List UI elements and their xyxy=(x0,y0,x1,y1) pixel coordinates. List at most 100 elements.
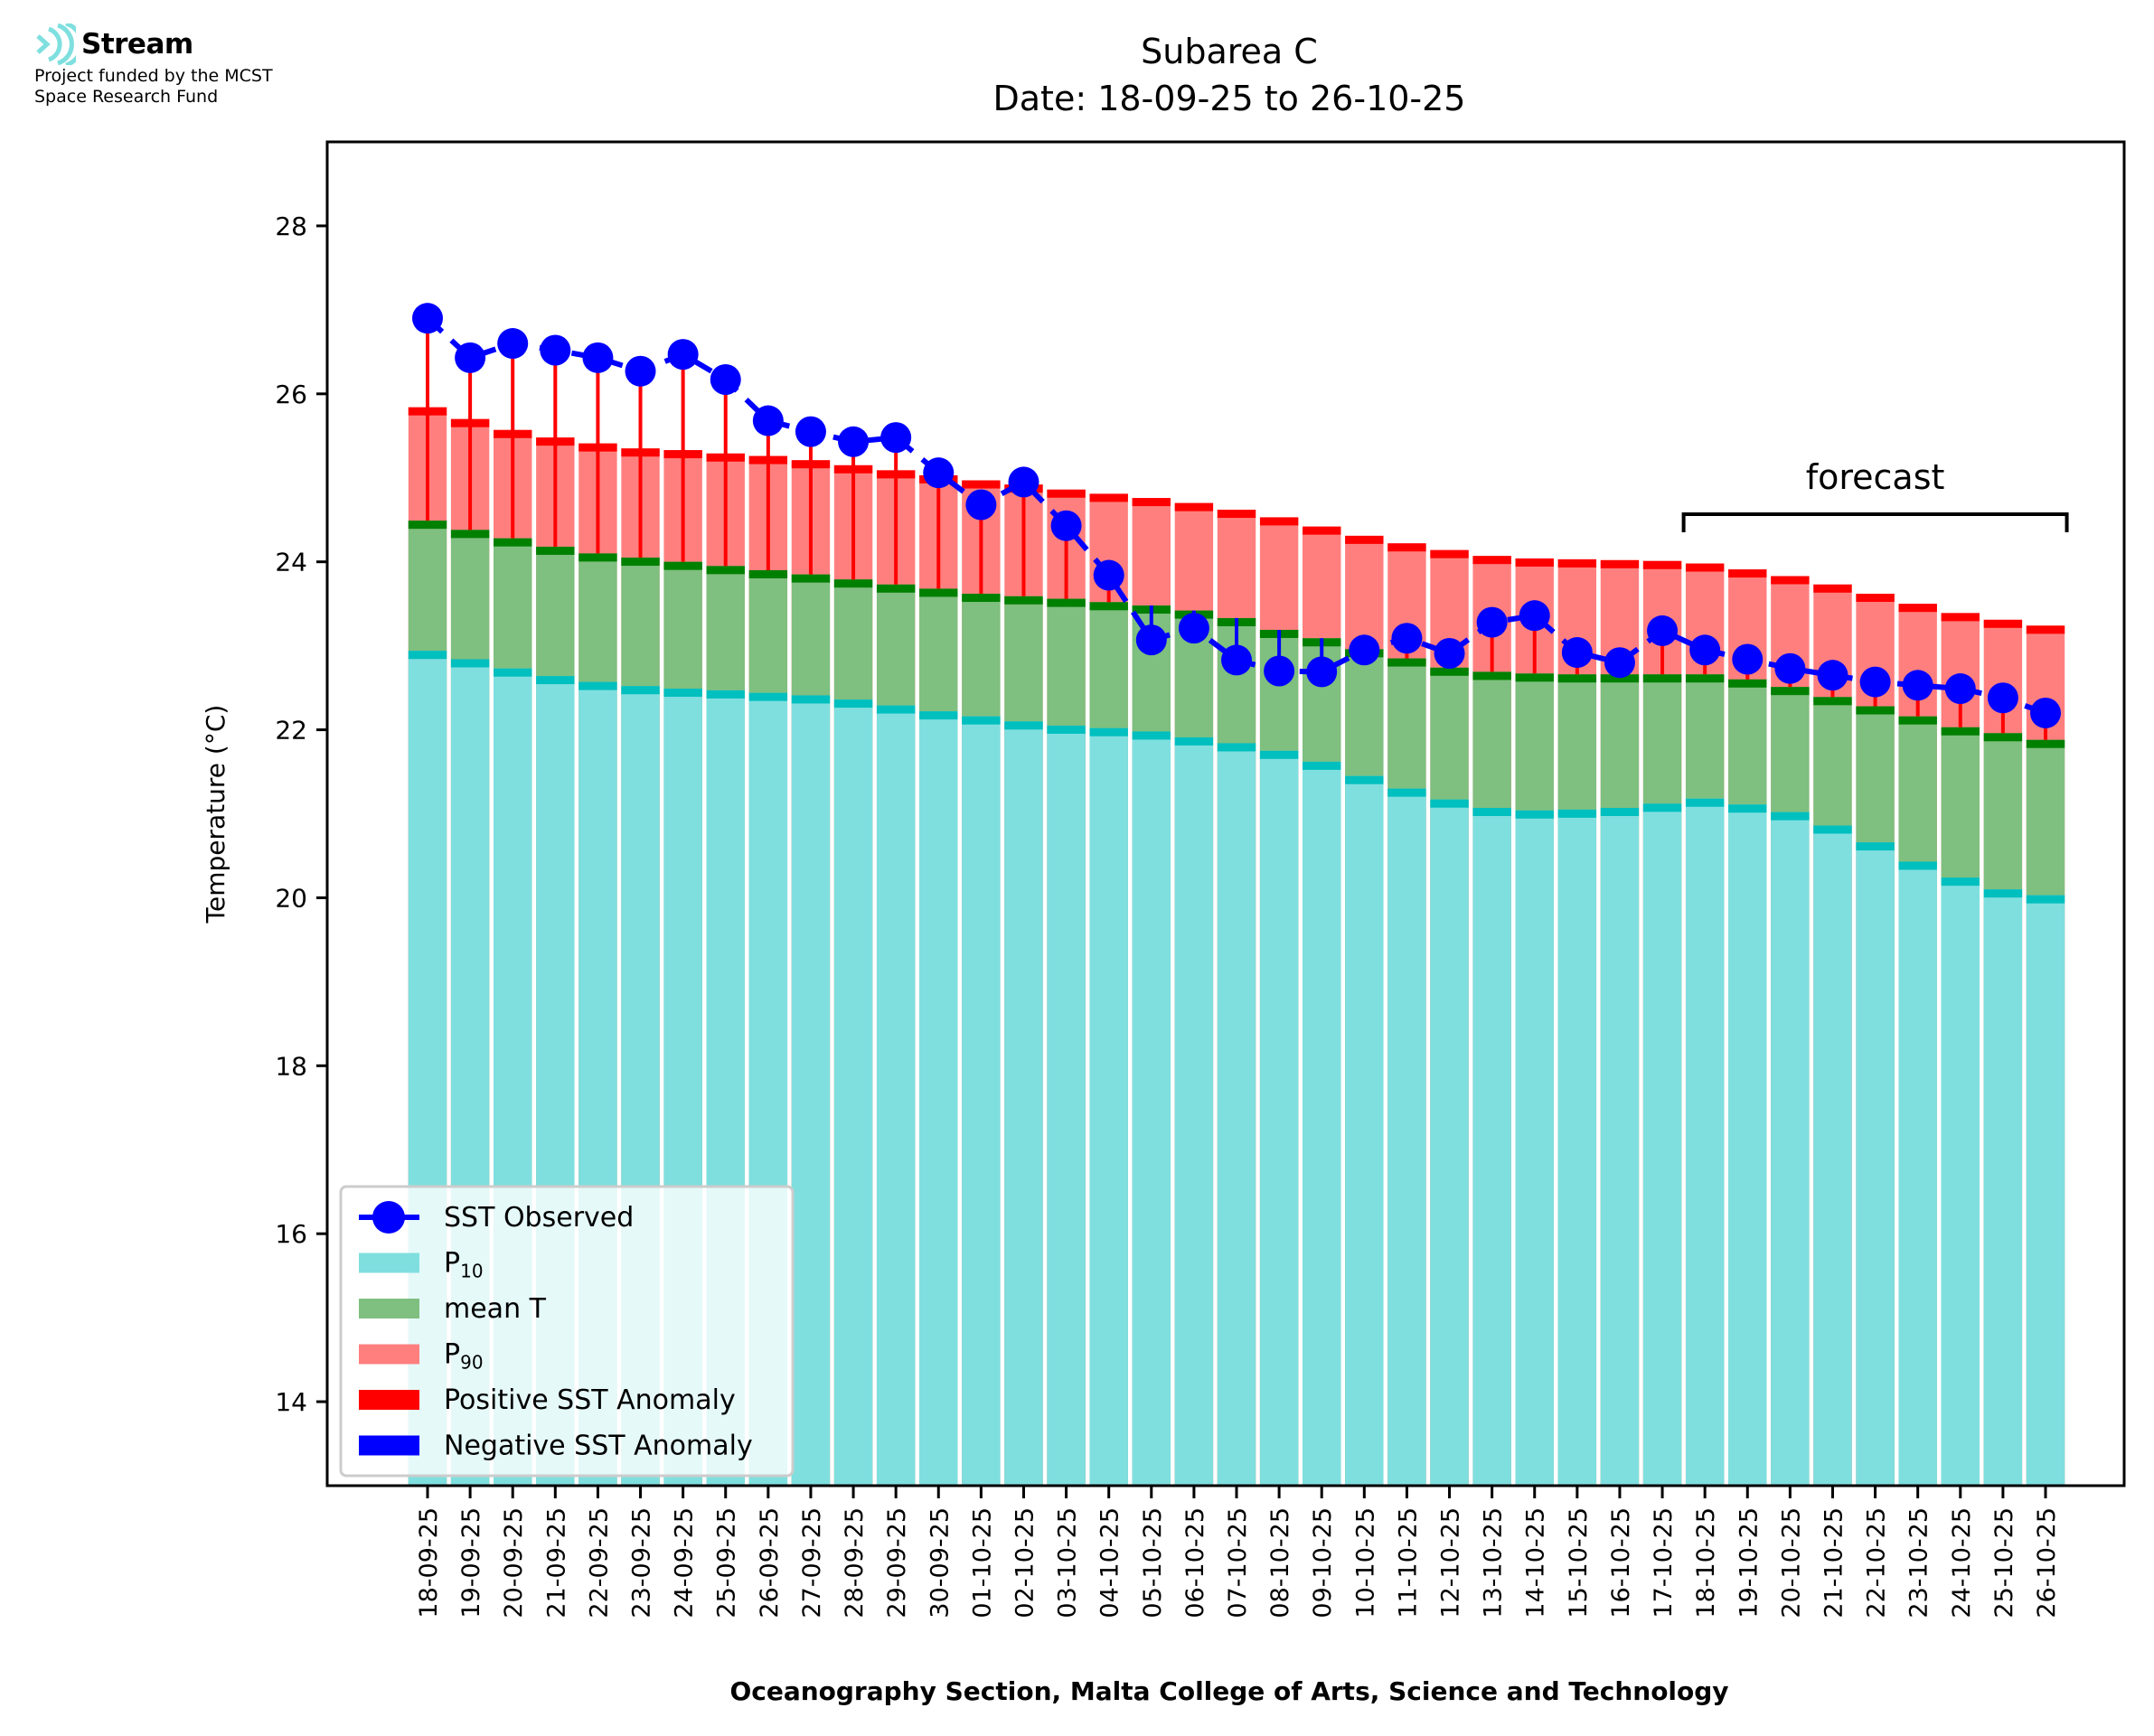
bar-p10 xyxy=(1515,810,1554,1486)
bar-cap-mean xyxy=(494,538,532,547)
bar-p10 xyxy=(1004,721,1043,1486)
x-tick-label: 19-09-25 xyxy=(457,1507,485,1619)
sst-marker xyxy=(965,489,997,521)
y-tick-label: 28 xyxy=(275,211,307,241)
bar-cap-p10 xyxy=(1898,861,1937,870)
sst-marker xyxy=(1306,656,1338,688)
bar-cap-p90 xyxy=(1642,560,1682,569)
legend-box xyxy=(339,1185,795,1478)
bar-cap-mean xyxy=(1004,596,1043,605)
x-tick-label: 08-10-25 xyxy=(1266,1507,1294,1619)
bar-cap-p10 xyxy=(663,689,702,698)
bar-cap-mean xyxy=(876,584,916,593)
bar-cap-mean xyxy=(1898,716,1937,725)
bar-cap-p90 xyxy=(1728,569,1767,578)
bar-cap-p90 xyxy=(1898,604,1937,613)
bar-cap-p90 xyxy=(1600,559,1640,568)
sst-marker xyxy=(1221,644,1252,676)
bar-cap-p10 xyxy=(1387,788,1426,797)
bar-cap-p10 xyxy=(791,695,831,704)
bar-cap-p10 xyxy=(1600,807,1640,816)
bar-cap-p10 xyxy=(2026,895,2065,904)
logo-line1: Project funded by the MCST xyxy=(34,66,273,86)
forecast-bracket xyxy=(1681,512,2069,532)
x-tick-label: 18-10-25 xyxy=(1692,1507,1720,1619)
x-tick-label: 09-10-25 xyxy=(1309,1507,1337,1619)
bar-p10 xyxy=(1941,877,1980,1486)
x-tick-label: 21-09-25 xyxy=(542,1507,570,1619)
bar-cap-mean xyxy=(1387,658,1426,667)
sst-marker xyxy=(1561,637,1593,669)
x-tick-label: 23-10-25 xyxy=(1905,1507,1933,1619)
x-tick-label: 22-10-25 xyxy=(1863,1507,1891,1619)
bar-p10 xyxy=(1430,799,1469,1486)
sst-marker xyxy=(1050,510,1082,541)
stream-logo-icon xyxy=(36,23,76,65)
x-tick-label: 19-10-25 xyxy=(1735,1507,1763,1619)
bar-cap-p10 xyxy=(706,690,745,699)
bar-cap-p90 xyxy=(2026,625,2065,634)
x-tick-label: 30-09-25 xyxy=(926,1507,954,1619)
bar-cap-mean xyxy=(833,579,873,588)
bar-p10 xyxy=(1174,737,1214,1486)
y-tick-label: 24 xyxy=(275,548,307,577)
x-tick-label: 24-09-25 xyxy=(671,1507,699,1619)
bar-p10 xyxy=(1217,743,1256,1486)
bar-p10 xyxy=(962,716,1001,1486)
x-tick-label: 22-09-25 xyxy=(585,1507,613,1619)
bar-p10 xyxy=(2026,895,2065,1486)
sst-marker xyxy=(1859,666,1891,698)
bar-p10 xyxy=(1047,725,1086,1486)
bar-p10 xyxy=(1259,750,1299,1486)
bar-cap-mean xyxy=(1685,674,1725,683)
x-tick-label: 01-10-25 xyxy=(968,1507,996,1619)
bar-p10 xyxy=(1303,761,1341,1486)
bar-cap-p10 xyxy=(1941,877,1980,887)
x-tick-label: 26-10-25 xyxy=(2033,1507,2061,1619)
x-tick-label: 07-10-25 xyxy=(1224,1507,1252,1619)
bar-cap-p90 xyxy=(1387,543,1426,552)
bar-cap-mean xyxy=(1047,598,1086,607)
bar-cap-p10 xyxy=(1132,731,1171,740)
x-tick-label: 17-10-25 xyxy=(1650,1507,1678,1619)
legend-swatch xyxy=(359,1390,419,1410)
legend-label: Negative SST Anomaly xyxy=(444,1431,753,1462)
sst-marker xyxy=(412,303,443,334)
legend-swatch xyxy=(359,1299,419,1318)
sst-marker xyxy=(1774,652,1806,684)
bar-cap-p10 xyxy=(1174,737,1214,746)
bar-cap-mean xyxy=(1472,671,1511,680)
bar-cap-p10 xyxy=(876,705,916,714)
sst-marker xyxy=(1008,466,1039,498)
bar-cap-mean xyxy=(1728,679,1767,688)
logo: Stream Project funded by the MCST Space … xyxy=(34,23,273,107)
x-tick-label: 13-10-25 xyxy=(1480,1507,1508,1619)
sst-marker xyxy=(1135,624,1167,656)
sst-marker xyxy=(497,328,529,360)
bar-cap-p90 xyxy=(1303,526,1341,535)
bar-cap-p90 xyxy=(962,480,1001,489)
y-tick-label: 26 xyxy=(275,380,307,409)
bar-cap-p10 xyxy=(450,659,490,668)
x-tick-label: 25-09-25 xyxy=(713,1507,741,1619)
bar-p10 xyxy=(1132,731,1171,1486)
bar-cap-p10 xyxy=(1813,825,1852,834)
sst-marker xyxy=(667,339,699,371)
bar-p10 xyxy=(1856,842,1895,1486)
bar-cap-mean xyxy=(450,530,490,539)
sst-marker xyxy=(1817,660,1848,691)
bar-cap-p90 xyxy=(1983,619,2023,628)
bar-cap-p90 xyxy=(1217,510,1256,519)
y-axis: 14 16 18 20 22 24 26 28 xyxy=(275,211,327,1417)
bar-cap-p90 xyxy=(1771,576,1810,585)
legend-swatch xyxy=(359,1253,419,1273)
bar-cap-mean xyxy=(2026,739,2065,748)
bar-cap-mean xyxy=(536,546,575,555)
chart-subtitle: Date: 18-09-25 to 26-10-25 xyxy=(993,79,1466,118)
logo-line2: Space Research Fund xyxy=(34,87,219,107)
sst-marker xyxy=(625,355,656,387)
forecast-annotation: forecast xyxy=(1681,457,2069,532)
sst-marker xyxy=(1519,600,1550,632)
